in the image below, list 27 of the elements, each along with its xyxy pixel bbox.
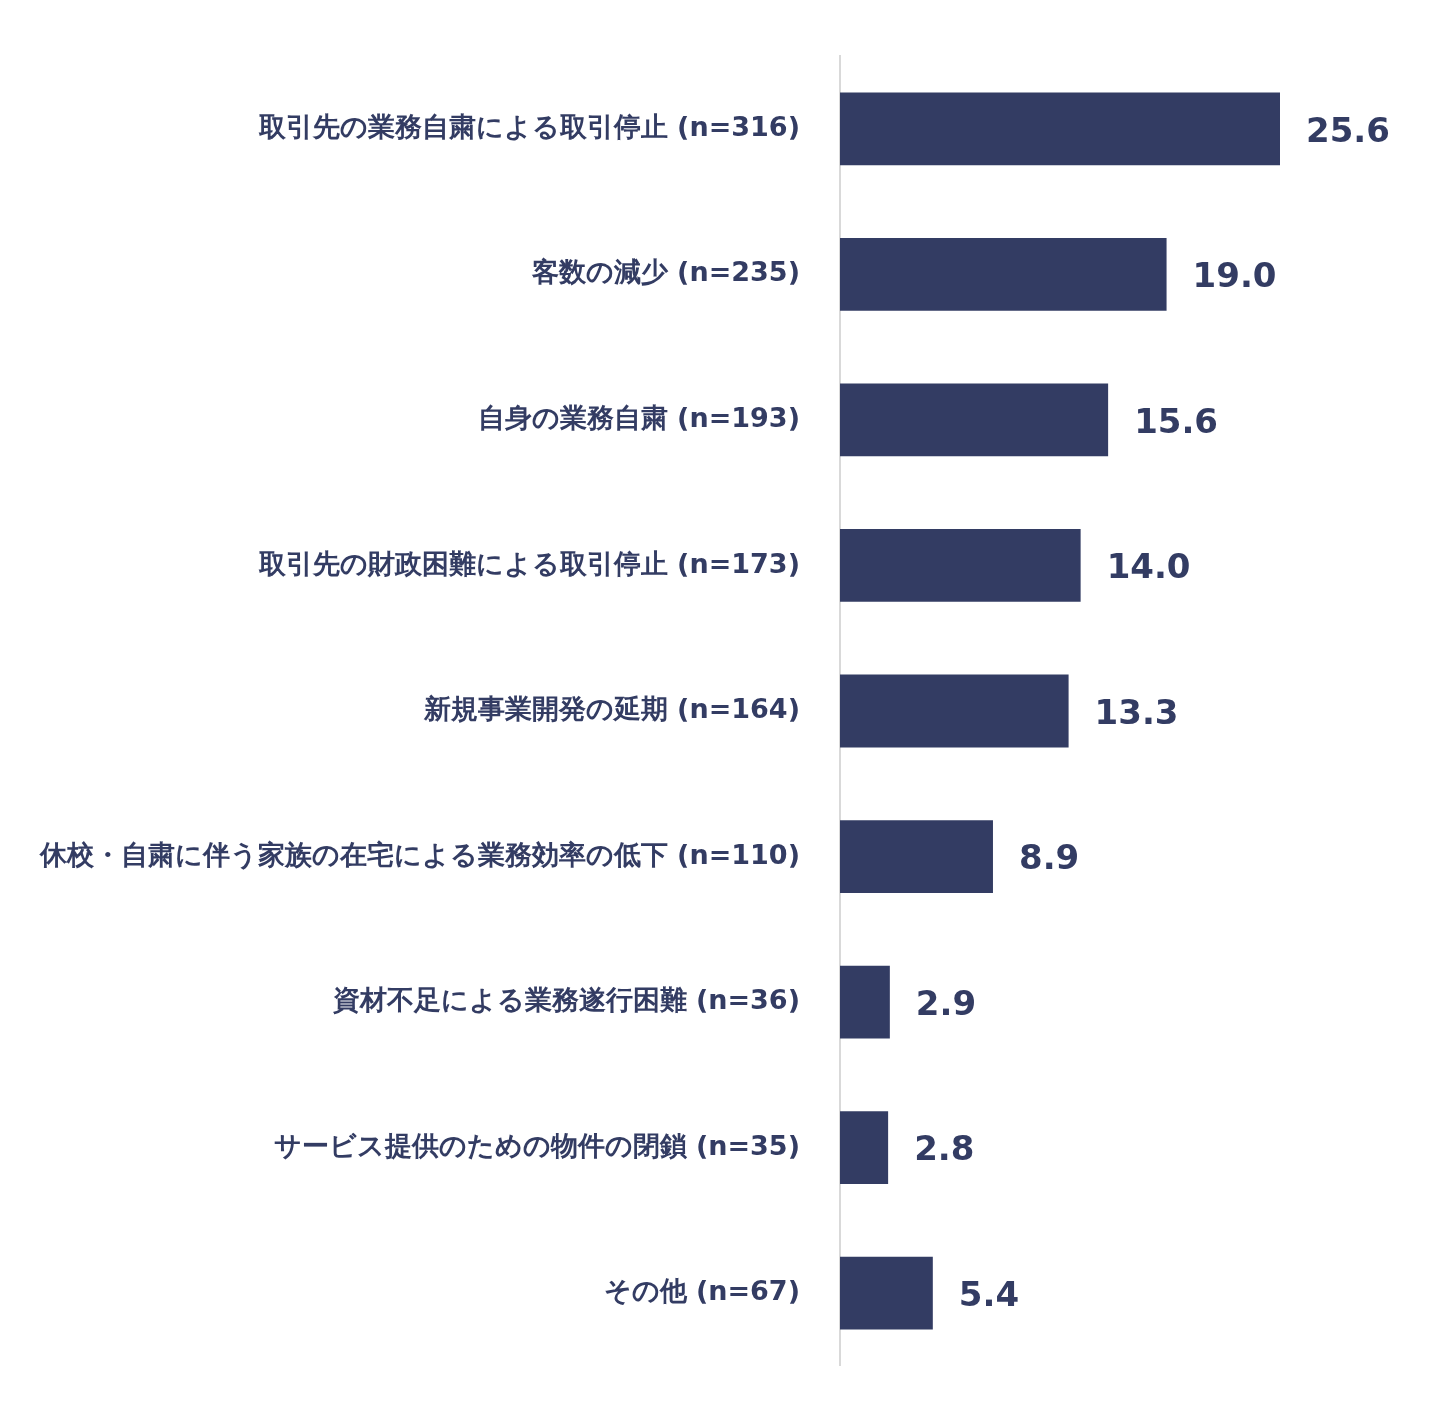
bar (840, 1256, 933, 1330)
y-tick-label: 新規事業開発の延期 (n=164) (422, 693, 800, 725)
y-tick-label: 自身の業務自粛 (n=193) (477, 401, 800, 433)
y-tick-label: 休校・自粛に伴う家族の在宅による業務効率の低下 (n=110) (38, 838, 800, 870)
bar (840, 674, 1069, 748)
bar (840, 238, 1167, 311)
data-label: 19.0 (1192, 255, 1277, 296)
data-label: 15.6 (1134, 400, 1219, 441)
data-label: 2.9 (915, 982, 977, 1023)
data-label: 5.4 (958, 1273, 1020, 1314)
bar (840, 965, 890, 1039)
bar (840, 383, 1109, 457)
bar (840, 820, 993, 893)
y-tick-label: 取引先の業務自粛による取引停止 (n=316) (257, 110, 800, 142)
bar (840, 1111, 889, 1184)
data-label: 25.6 (1306, 109, 1390, 150)
y-tick-label: 資材不足による業務遂行困難 (n=36) (331, 984, 800, 1016)
bar (840, 92, 1280, 166)
y-tick-label: 客数の減少 (n=235) (530, 256, 800, 288)
y-tick-label: 取引先の財政困難による取引停止 (n=173) (257, 547, 800, 579)
data-label: 2.8 (914, 1128, 975, 1169)
bar (840, 529, 1081, 602)
data-label: 14.0 (1106, 546, 1191, 587)
y-tick-label: サービス提供のための物件の閉鎖 (n=35) (273, 1129, 800, 1161)
data-label: 8.9 (1018, 837, 1080, 878)
data-label: 13.3 (1094, 691, 1179, 732)
y-tick-label: その他 (n=67) (603, 1275, 800, 1307)
